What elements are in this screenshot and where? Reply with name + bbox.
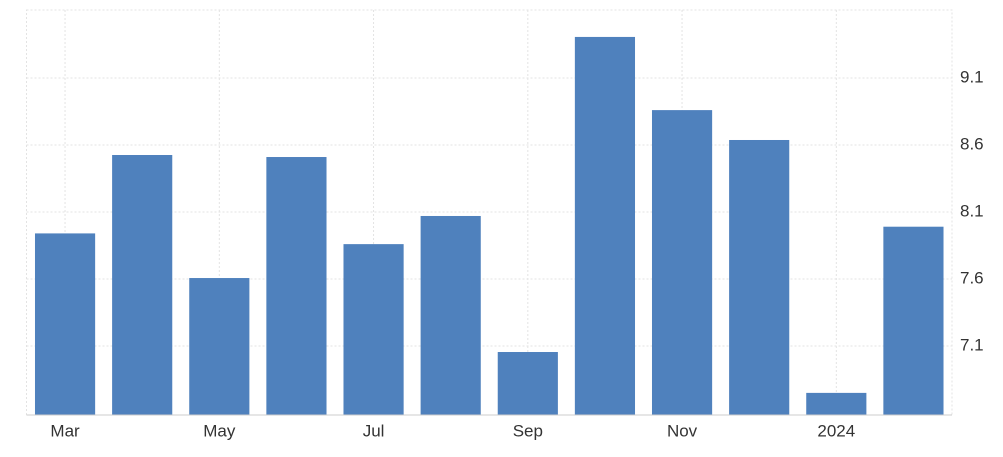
bar <box>343 244 404 415</box>
bar <box>497 352 558 415</box>
bar <box>574 36 636 415</box>
x-tick-label: May <box>203 421 236 440</box>
bar <box>806 392 867 415</box>
bar <box>112 155 173 415</box>
x-tick-label: Jul <box>363 421 385 440</box>
x-tick-label: Sep <box>513 421 543 440</box>
bar <box>651 110 713 416</box>
bar <box>420 215 481 415</box>
y-tick-label: 8.1 <box>960 201 984 220</box>
y-tick-label: 7.6 <box>960 268 984 287</box>
bar <box>883 226 944 415</box>
x-tick-label: 2024 <box>817 421 855 440</box>
x-tick-label: Nov <box>667 421 698 440</box>
y-tick-label: 9.1 <box>960 67 984 86</box>
bar <box>34 233 96 415</box>
y-tick-label: 8.6 <box>960 134 984 153</box>
bar <box>266 157 327 415</box>
x-tick-label: Mar <box>50 421 80 440</box>
y-tick-label: 7.1 <box>960 335 984 354</box>
bar <box>729 139 790 415</box>
bar <box>189 278 250 415</box>
